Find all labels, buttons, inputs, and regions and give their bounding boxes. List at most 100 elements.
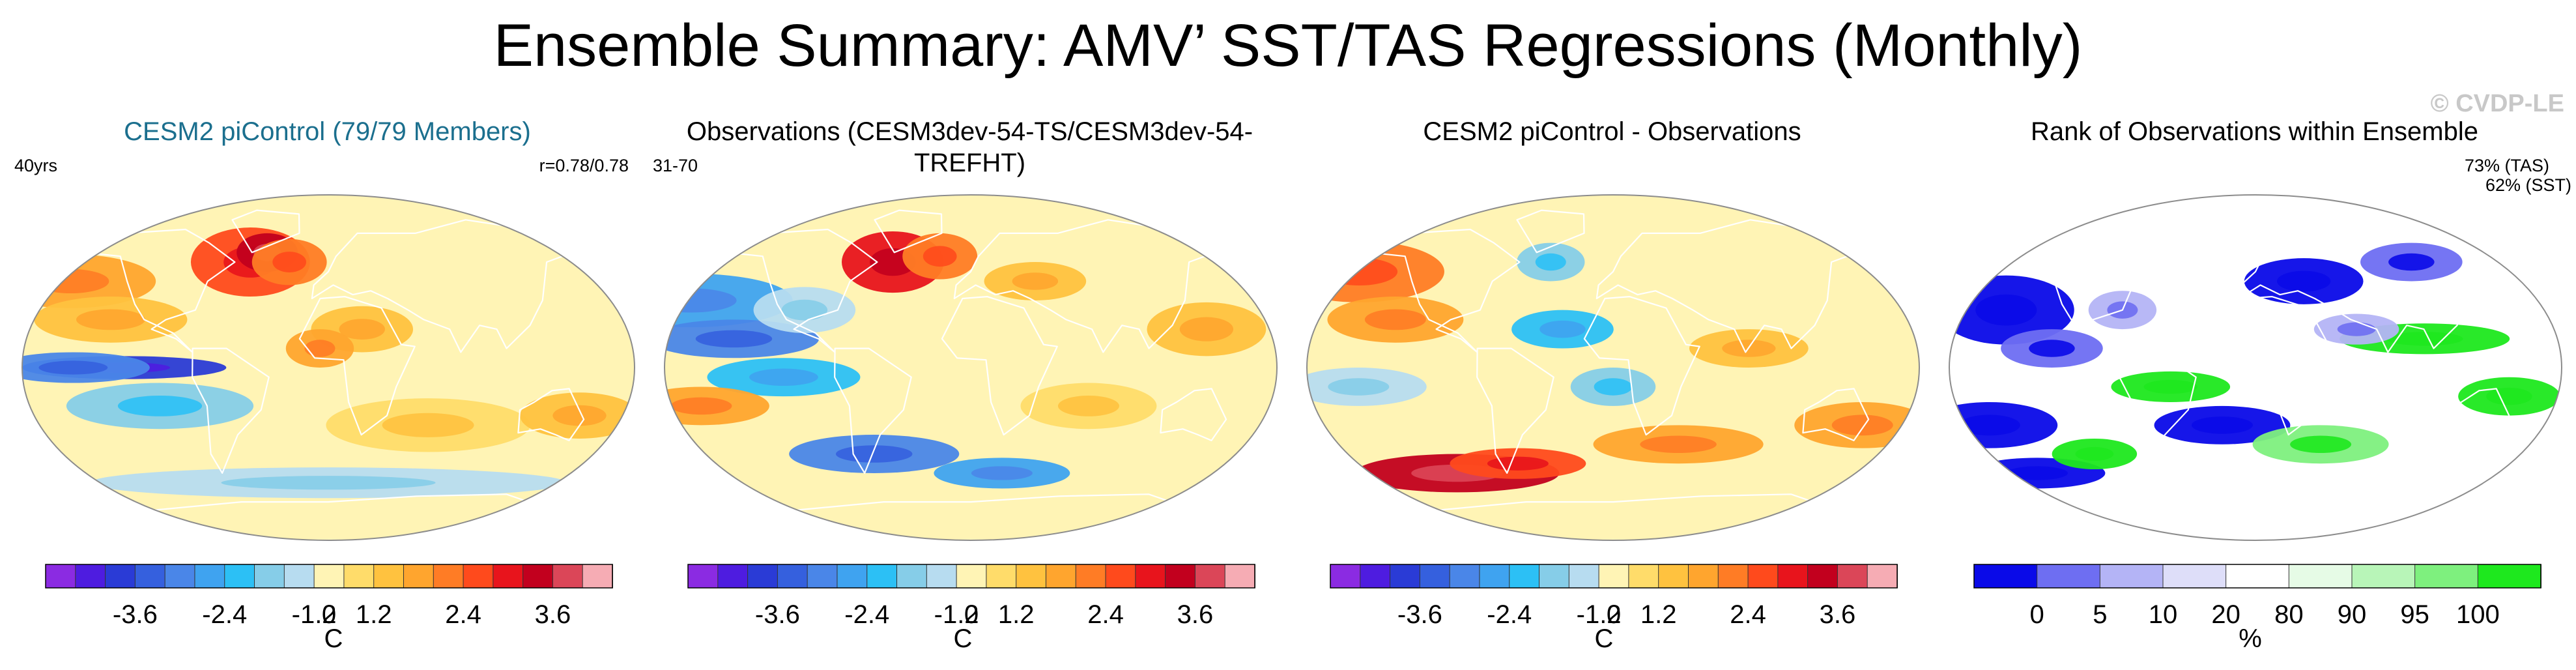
coastline [2225,296,2343,436]
colorbar-swatch [986,564,1017,589]
colorbar-swatch [1075,564,1107,589]
watermark: © CVDP-LE [2430,90,2564,117]
colorbar-swatch [1105,564,1136,589]
colorbar-swatch [1628,564,1659,589]
colorbar-tick-label: 95 [2400,600,2429,629]
colorbar-unit: C [1594,624,1614,653]
colorbar-swatch [896,564,928,589]
colorbar-swatch [1509,564,1540,589]
colorbar-tick-label: -1.2 [934,600,979,629]
colorbar-tick-label: -3.6 [1397,600,1442,629]
panel-model: CESM2 piControl (79/79 Members) 40yrs r=… [7,116,648,670]
panel-right-text-2: 62% (SST) [2485,175,2571,195]
anomaly-core [695,330,773,348]
colorbar-swatch [134,564,166,589]
coastline [1363,228,1521,353]
colorbar-swatch [2288,564,2353,589]
colorbar: -3.6 -2.4 -1.20 1.2 2.4 3.6 [687,564,1255,629]
anomaly-core [2386,332,2463,346]
colorbar-swatch [283,564,315,589]
colorbar-swatch [1747,564,1779,589]
colorbar-swatch [1224,564,1255,589]
colorbar-swatch [164,564,195,589]
anomaly-core [552,405,607,426]
anomaly-core [971,466,1033,480]
colorbar-tick-label: -1.2 [292,600,337,629]
colorbar-swatch [582,564,613,589]
coastline [941,296,1058,436]
coastline [298,296,416,436]
colorbar-swatch [522,564,554,589]
coastline [2119,347,2197,474]
map-field [1949,195,2562,540]
colorbar-swatch [1135,564,1166,589]
colorbar-swatch [313,564,345,589]
colorbar-tick-label: 2.4 [1730,600,1766,629]
colorbar-tick-label: 3.6 [1820,600,1856,629]
anomaly-core [1328,378,1390,396]
colorbar-swatch [1194,564,1226,589]
anomaly-core [1640,435,1717,454]
colorbar-swatch [224,564,255,589]
colorbar: -3.6 -2.4 -1.20 1.2 2.4 3.6 [45,564,613,629]
colorbar-swatch [403,564,435,589]
colorbar-tick-label: 10 [2149,600,2178,629]
anomaly-core [781,299,828,321]
map-plot [1949,194,2562,541]
colorbar-swatch [2225,564,2290,589]
colorbar-swatch [1568,564,1600,589]
colorbar: 0 5 10 20 80 90 95 100 [1973,564,2541,629]
colorbar-swatch [1777,564,1809,589]
colorbar-swatch [807,564,838,589]
field-background [22,195,635,540]
panel-right-text: 73% (TAS) [2464,156,2549,175]
anomaly-core [38,360,108,375]
anomaly-core [117,395,203,416]
colorbar-swatch [1807,564,1839,589]
colorbar-swatch [926,564,958,589]
anomaly-core [1057,395,1119,416]
map-border [21,194,635,541]
map-border [664,194,1278,541]
coastline [2444,388,2512,441]
anomaly-core [1975,294,2037,326]
colorbar-unit: % [2239,624,2262,653]
anomaly-core [749,368,818,386]
colorbar-swatch [747,564,779,589]
colorbar-tick-label: -2.4 [1487,600,1532,629]
anomaly-core [923,246,957,267]
anomaly-core [304,340,336,357]
colorbar-swatch [552,564,584,589]
map-plot [21,194,635,541]
panel-left-text: 40yrs [14,156,58,175]
colorbar-swatch [1479,564,1510,589]
colorbar-swatch [687,564,719,589]
colorbar-tick-label: -3.6 [755,600,800,629]
anomaly-core [272,252,307,272]
anomaly-core [382,413,474,437]
map-field [665,195,1277,540]
coastline [2010,493,2501,540]
figure-title: Ensemble Summary: AMV’ SST/TAS Regressio… [493,12,2083,79]
anomaly-core [1594,378,1633,396]
anomaly-core [221,476,436,490]
coastline [83,493,574,540]
panel-title: Observations (CESM3dev-54-TS/CESM3dev-54… [686,117,1253,177]
anomaly-core [670,397,732,415]
coastline [231,209,300,254]
coastline [874,209,943,254]
colorbar-swatch [956,564,987,589]
colorbar-swatch [1973,564,2038,589]
panel-rank: Rank of Observations within Ensemble 73%… [1934,116,2575,670]
colorbar-frame [45,564,613,589]
colorbar-swatch [254,564,285,589]
colorbar-unit: C [953,624,973,653]
colorbar-swatch [2351,564,2416,589]
coastline [192,347,270,474]
anomaly-core [2143,379,2197,394]
colorbar-swatch [1330,564,1361,589]
anomaly-core [1535,253,1566,271]
map-plot [1306,194,1920,541]
coastline [1367,493,1859,540]
colorbar-tick-label: 1.2 [998,600,1035,629]
